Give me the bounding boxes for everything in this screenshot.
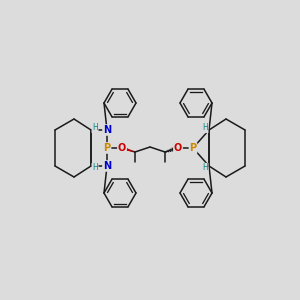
Text: N: N [103,161,111,171]
Text: H: H [92,124,98,133]
Text: P: P [103,143,111,153]
Text: P: P [189,143,197,153]
Text: O: O [174,143,182,153]
Text: H: H [202,124,208,133]
Text: O: O [118,143,126,153]
Text: H: H [92,164,98,172]
Text: N: N [103,125,111,135]
Polygon shape [122,146,135,152]
Text: H: H [202,164,208,172]
